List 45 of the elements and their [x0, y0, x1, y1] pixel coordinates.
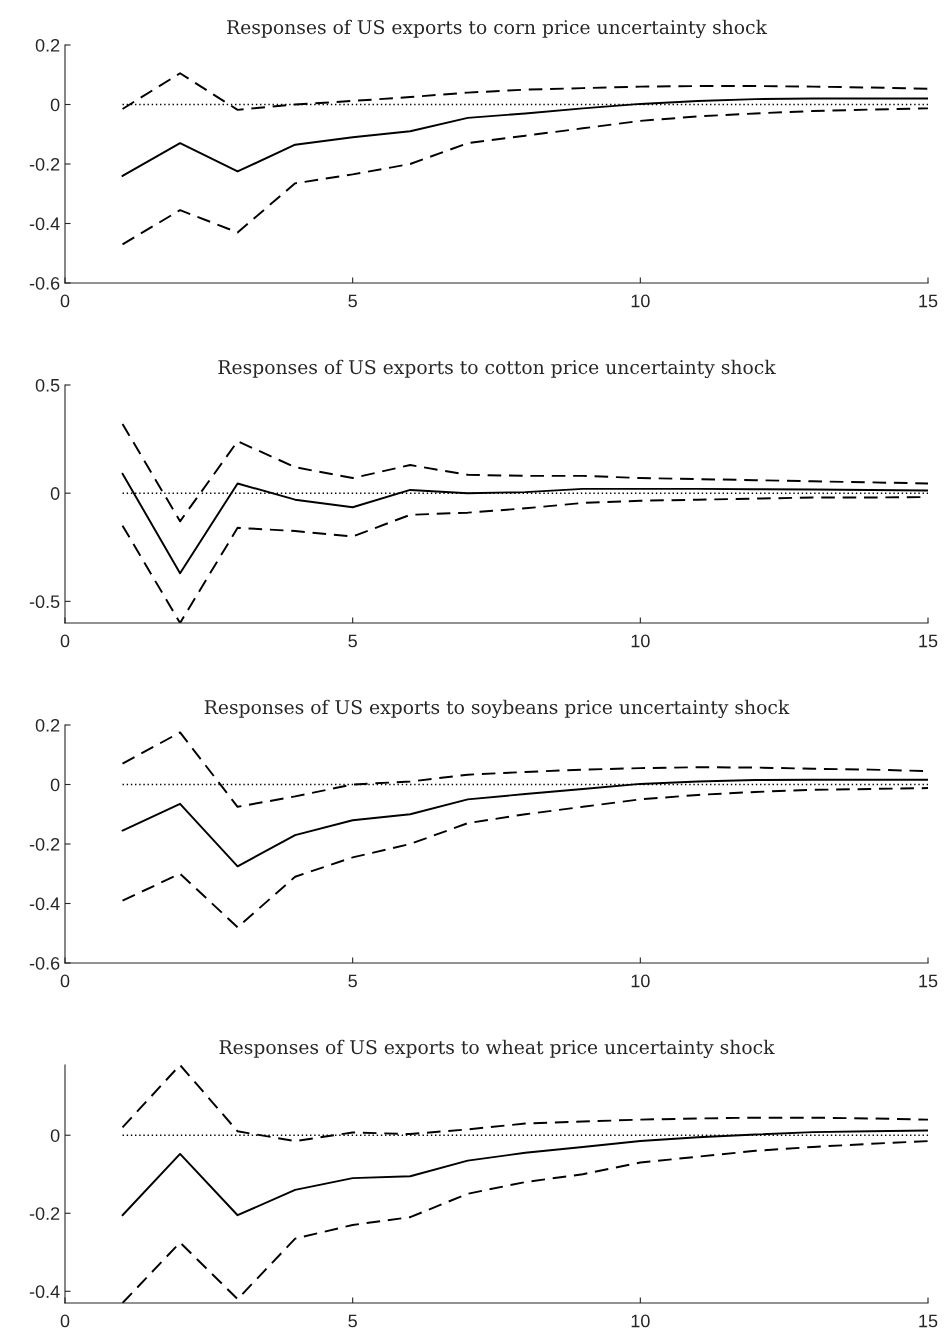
x-tick-label: 0: [60, 294, 70, 308]
line-series: [121, 72, 928, 111]
x-tick-label: 15: [919, 1314, 938, 1328]
y-tick-label: 0: [50, 487, 60, 500]
y-tick-label: -0.6: [29, 276, 60, 290]
chart-title: Responses of US exports to soybeans price uncertainty shock: [204, 699, 790, 719]
line-series: [121, 1129, 928, 1217]
y-tick-label: 0.5: [35, 378, 60, 392]
y-tick-label: -0.5: [29, 595, 60, 609]
chart-title: Responses of US exports to wheat price uncertainty shock: [219, 1039, 775, 1059]
y-tick-label: 0.2: [35, 718, 60, 732]
x-tick-label: 5: [348, 294, 357, 308]
y-tick-label: -0.4: [29, 1285, 60, 1299]
line-series: [121, 422, 928, 523]
y-tick-label: 0: [50, 98, 60, 112]
x-tick-label: 10: [631, 634, 650, 648]
y-tick-label: 0: [50, 1129, 60, 1142]
x-tick-label: 10: [631, 294, 650, 308]
line-series: [121, 1140, 928, 1303]
line-series: [121, 107, 928, 246]
y-tick-label: -0.2: [29, 157, 60, 171]
x-tick-label: 10: [631, 1314, 650, 1328]
line-series: [121, 778, 928, 868]
x-tick-label: 5: [348, 634, 357, 648]
line-series: [121, 1065, 928, 1143]
x-tick-label: 0: [60, 974, 70, 988]
y-tick-label: 0: [50, 778, 60, 792]
x-tick-label: 15: [919, 294, 938, 308]
chart-title: Responses of US exports to corn price uncertainty shock: [227, 19, 768, 39]
y-tick-label: -0.4: [29, 897, 60, 911]
x-tick-label: 5: [348, 974, 357, 988]
x-tick-label: 15: [919, 974, 938, 988]
x-tick-label: 0: [60, 1314, 70, 1328]
x-tick-label: 10: [631, 974, 650, 988]
y-tick-label: 0.2: [35, 38, 60, 52]
chart-title: Responses of US exports to cotton price uncertainty shock: [218, 359, 776, 379]
x-tick-label: 5: [348, 1314, 357, 1328]
line-series: [121, 787, 928, 929]
x-tick-label: 15: [919, 634, 938, 648]
y-tick-label: -0.4: [29, 217, 60, 231]
y-tick-label: -0.2: [29, 1207, 60, 1220]
y-tick-label: -0.2: [29, 837, 60, 851]
x-tick-label: 0: [60, 634, 70, 648]
line-series: [121, 97, 928, 177]
y-tick-label: -0.6: [29, 956, 60, 970]
